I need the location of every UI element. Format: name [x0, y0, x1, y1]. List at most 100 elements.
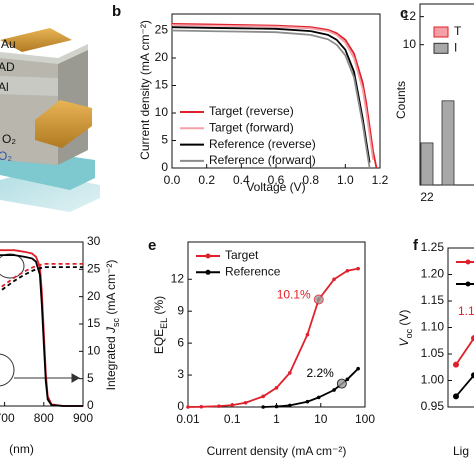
label-part: (V) [397, 310, 411, 329]
y2-tick-label: 10 [87, 344, 101, 358]
y-tick-label: 25 [155, 23, 169, 37]
point [274, 386, 279, 390]
x-tick-label: 0.0 [164, 173, 181, 187]
point [230, 403, 235, 407]
panel-letter: f [413, 237, 419, 254]
legend-marker [465, 281, 471, 287]
point [316, 395, 321, 400]
point [217, 404, 221, 408]
point [261, 394, 265, 399]
point [186, 405, 190, 409]
y2-axis-label: Integrated Jsc (mA cm⁻²) [104, 260, 121, 391]
series-line [0, 249, 83, 407]
legend-label: Target [225, 248, 259, 262]
y-tick-label: 0 [161, 160, 168, 174]
layer-label: O₂ [0, 149, 12, 163]
y-tick-label: 12 [171, 271, 185, 285]
layer-label: Au [1, 37, 16, 51]
x-tick-label: 22 [420, 190, 434, 204]
highlight-marker [313, 294, 324, 305]
series-line [455, 337, 474, 366]
x-tick-label: 1.2 [372, 173, 389, 187]
legend-label: Reference (reverse) [209, 137, 316, 151]
legend-label: Target (reverse) [209, 104, 294, 118]
point [332, 277, 336, 282]
x-tick-label: 900 [73, 411, 93, 425]
series-line [171, 23, 378, 169]
series-line [455, 374, 474, 397]
y-tick-label: 15 [155, 78, 169, 92]
legend-swatch [433, 26, 449, 38]
y-tick-label: 1.15 [421, 293, 445, 307]
y-axis-label: EQEEL (%) [152, 296, 169, 354]
device-schematic [0, 28, 100, 212]
x-axis-label: (nm) [9, 442, 34, 456]
legend-label: Target (forward) [209, 120, 294, 134]
x-tick-label: 1.0 [337, 173, 354, 187]
y2-tick-label: 20 [87, 289, 101, 303]
x-tick-label: 0.1 [224, 412, 241, 426]
y2-tick-label: 15 [87, 316, 101, 330]
highlight-label: 2.2% [307, 366, 335, 380]
point [453, 361, 459, 368]
label-part: (mA cm⁻²) [104, 260, 118, 318]
y-axis-label: Counts [394, 81, 408, 119]
x-tick-label: 700 [0, 411, 15, 425]
legend-label: T [454, 24, 462, 38]
point [261, 405, 265, 409]
d-annotations [0, 253, 81, 387]
x-axis-label: Current density (mA cm⁻²) [207, 444, 347, 458]
x-tick-label: 0.4 [233, 173, 250, 187]
y2-tick-label: 30 [87, 234, 101, 248]
x-axis-label: Lig [453, 444, 469, 458]
point [305, 332, 310, 337]
y-tick-label: 10 [155, 105, 169, 119]
legend-label: Reference [225, 264, 281, 278]
x-tick-label: 0.8 [302, 173, 319, 187]
point [305, 399, 310, 404]
bar [441, 100, 455, 186]
annotation: 1.1 [458, 304, 474, 318]
x-tick-label: 0.6 [268, 173, 285, 187]
highlight-label: 10.1% [277, 288, 311, 302]
y2-tick-label: 0 [87, 398, 94, 412]
panel-letter: b [112, 3, 121, 20]
label-part: sc [111, 317, 121, 327]
panel-letter: e [148, 237, 156, 254]
y-tick-label: 5 [161, 133, 168, 147]
y-tick-label: 1.05 [421, 346, 445, 360]
layer-label: AD [0, 60, 15, 74]
y-tick-label: 1.20 [421, 267, 445, 281]
point [471, 372, 474, 379]
point [453, 393, 459, 400]
legend-marker [205, 253, 211, 259]
series-line [0, 254, 83, 407]
y2-tick-label: 25 [87, 262, 101, 276]
label-part: Integrated [104, 333, 118, 390]
y-axis-label: Current density (mA cm⁻²) [138, 20, 152, 160]
bar [420, 142, 434, 186]
legend-label: Reference (forward) [209, 153, 316, 167]
y2-tick-label: 5 [87, 371, 94, 385]
highlight-marker [336, 378, 347, 389]
point [356, 366, 360, 371]
y-tick-label: 20 [155, 50, 169, 64]
y-tick-label: 1.10 [421, 320, 445, 334]
panel-letter: c [400, 5, 408, 22]
y-tick-label: 1.00 [421, 373, 445, 387]
layer-label: Al [0, 80, 9, 94]
x-tick-label: 800 [34, 411, 54, 425]
legend-marker [465, 259, 471, 265]
layer-label: O₂ [2, 132, 16, 146]
legend-label: I [454, 40, 457, 54]
label-part: EQE [152, 329, 166, 354]
x-axis-label: Voltage (V) [246, 180, 305, 194]
x-tick-label: 1 [273, 412, 280, 426]
point [274, 404, 279, 409]
point [356, 266, 360, 271]
y-tick-label: 9 [177, 303, 184, 317]
point [345, 377, 350, 382]
series-line [171, 24, 374, 160]
